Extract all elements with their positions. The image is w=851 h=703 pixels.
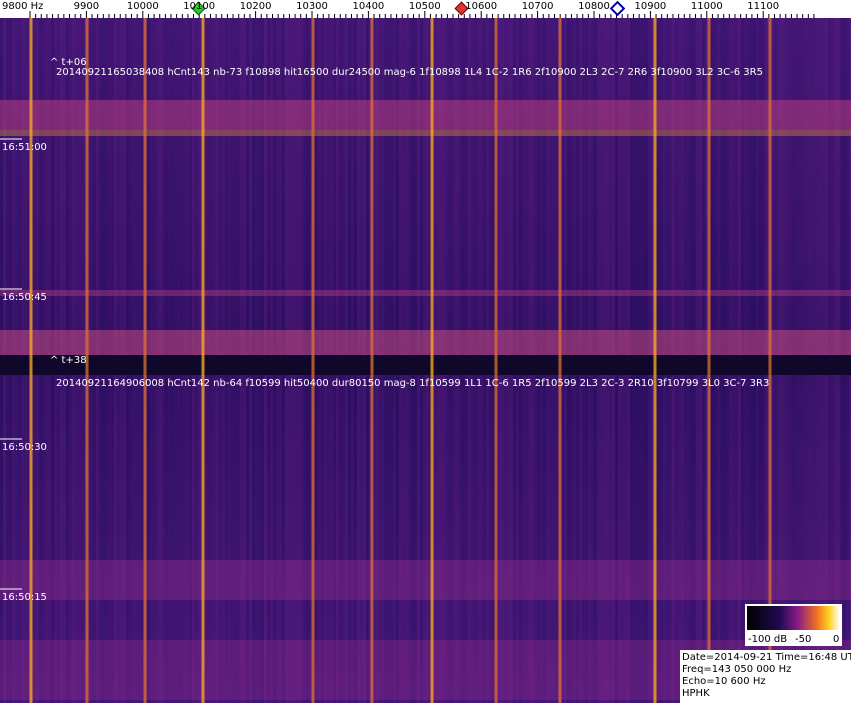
legend-label: 0 xyxy=(833,634,839,645)
band xyxy=(0,290,851,296)
trace xyxy=(653,18,657,703)
frequency-label: 9800 Hz xyxy=(2,1,43,12)
frequency-label: 10600 xyxy=(465,1,497,12)
info-line: Freq=143 050 000 Hz xyxy=(682,664,791,675)
event-offset: ^ t+38 xyxy=(50,355,87,366)
band xyxy=(0,560,851,600)
frequency-label: 10100 xyxy=(183,1,215,12)
event-detail: 20140921165038408 hCnt143 nb-73 f10898 h… xyxy=(56,67,763,78)
legend-label: -100 dB xyxy=(748,634,787,645)
frequency-label: 10300 xyxy=(296,1,328,12)
info-line: Echo=10 600 Hz xyxy=(682,676,766,687)
frequency-label: 10900 xyxy=(634,1,666,12)
legend-gradient xyxy=(747,606,840,630)
frequency-label: 10700 xyxy=(522,1,554,12)
band xyxy=(0,100,851,130)
legend-label: -50 xyxy=(795,634,811,645)
frequency-label: 10800 xyxy=(578,1,610,12)
event-offset: ^ t+06 xyxy=(50,57,87,68)
marker xyxy=(454,1,469,16)
time-label: 16:50:45 xyxy=(2,292,47,303)
frequency-label: 10500 xyxy=(409,1,441,12)
frequency-label: 10400 xyxy=(352,1,384,12)
marker xyxy=(191,1,206,16)
trace xyxy=(143,18,147,703)
info-box xyxy=(680,650,851,703)
trace xyxy=(29,18,33,703)
trace xyxy=(558,18,562,703)
marker xyxy=(609,0,626,17)
event-detail: 20140921164906008 hCnt142 nb-64 f10599 h… xyxy=(56,378,769,389)
info-line: Date=2014-09-21 Time=16:48 UTC xyxy=(682,652,851,663)
trace xyxy=(494,18,498,703)
band xyxy=(0,330,851,355)
time-label: 16:50:30 xyxy=(2,442,47,453)
frequency-label: 10200 xyxy=(240,1,272,12)
frequency-axis xyxy=(0,0,851,18)
frequency-label: 10000 xyxy=(127,1,159,12)
trace xyxy=(201,18,205,703)
band xyxy=(0,130,851,136)
band xyxy=(0,355,851,375)
frequency-label: 11100 xyxy=(747,1,779,12)
info-line: HPHK xyxy=(682,688,710,699)
time-label: 16:50:15 xyxy=(2,592,47,603)
signal-traces xyxy=(0,18,851,703)
frequency-label: 9900 xyxy=(74,1,99,12)
trace xyxy=(311,18,315,703)
trace xyxy=(370,18,374,703)
frequency-label: 11000 xyxy=(691,1,723,12)
trace xyxy=(430,18,434,703)
trace xyxy=(707,18,711,703)
trace xyxy=(85,18,89,703)
time-label: 16:51:00 xyxy=(2,142,47,153)
trace xyxy=(768,18,772,703)
